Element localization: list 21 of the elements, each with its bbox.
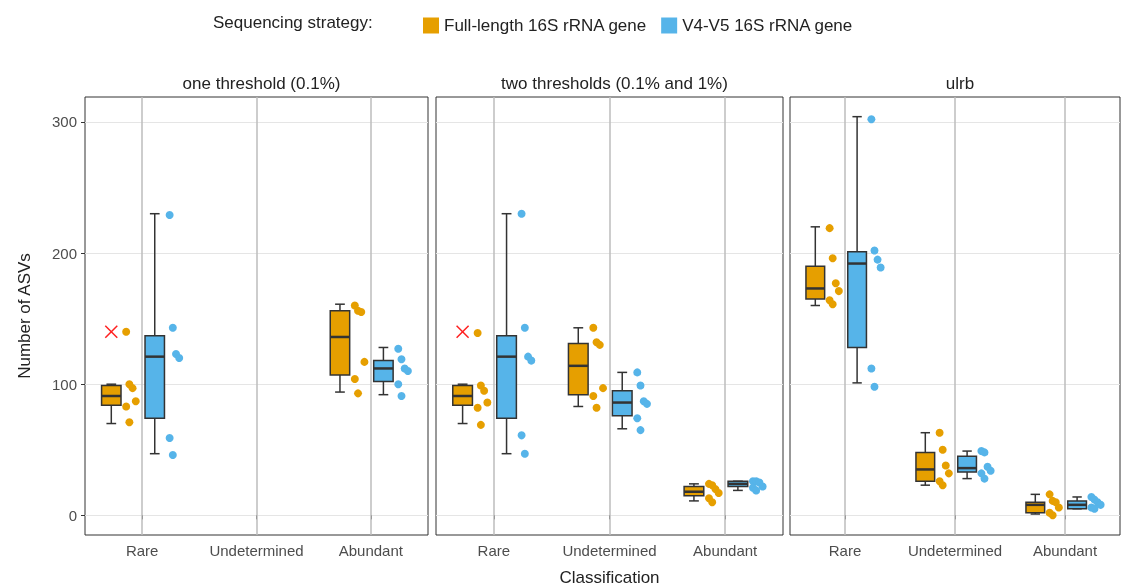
x-tick-label: Rare xyxy=(477,542,511,559)
x-tick-label: Undetermined xyxy=(907,542,1003,559)
x-tick-label: Rare xyxy=(125,542,159,559)
chart-title: one threshold (0.1%) xyxy=(182,74,341,93)
x-axis-title: Classification xyxy=(559,568,660,587)
x-tick-label: Abundant xyxy=(338,542,404,559)
x-tick-label: Undetermined xyxy=(562,542,657,559)
x-tick-label: Abundant xyxy=(693,542,759,559)
y-tick-label: 300 xyxy=(51,113,77,131)
y-axis-title: Number of ASVs xyxy=(15,253,34,379)
chart-title: two thresholds (0.1% and 1%) xyxy=(501,74,728,93)
x-tick-label: Rare xyxy=(828,542,862,559)
y-tick-label: 100 xyxy=(51,375,77,393)
x-tick-label: Undetermined xyxy=(209,542,304,559)
legend-title: Sequencing strategy: xyxy=(213,13,373,32)
chart-title: ulrb xyxy=(945,74,975,93)
legend-label: Full-length 16S rRNA gene xyxy=(444,16,647,35)
legend-label: V4-V5 16S rRNA gene xyxy=(682,16,853,35)
y-tick-label: 200 xyxy=(51,244,77,262)
y-tick-label: 0 xyxy=(68,506,77,524)
x-tick-label: Abundant xyxy=(1032,542,1098,559)
